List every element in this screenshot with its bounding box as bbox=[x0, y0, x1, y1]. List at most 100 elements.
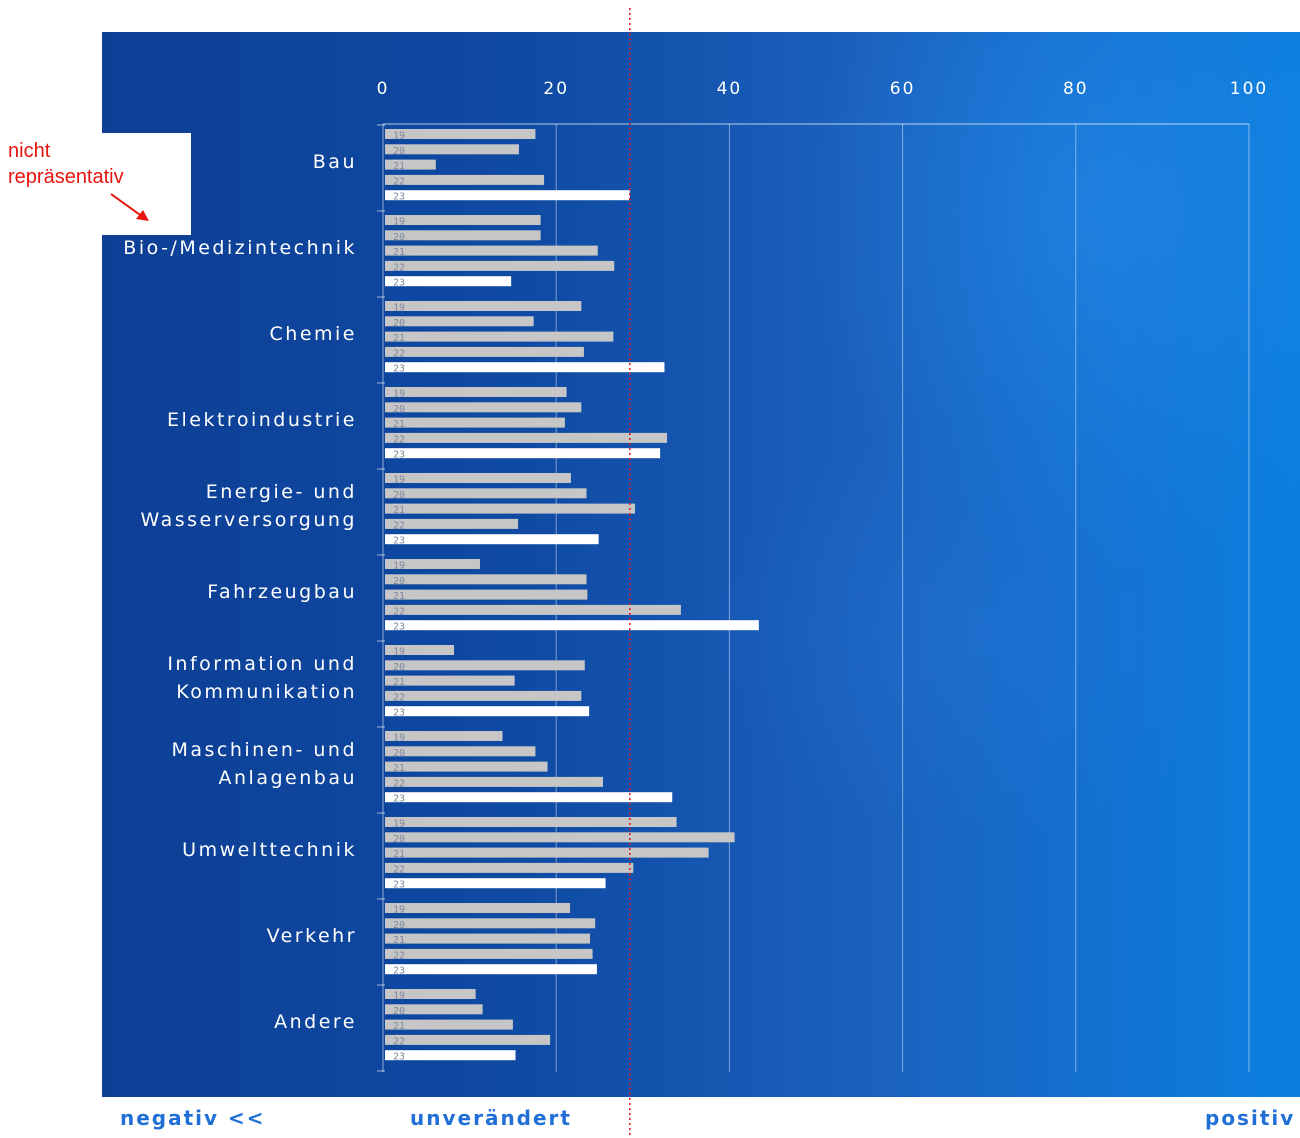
year-label: 20 bbox=[393, 662, 405, 673]
year-label: 21 bbox=[393, 247, 405, 258]
bar-10-21 bbox=[385, 1019, 513, 1030]
year-label: 21 bbox=[393, 763, 405, 774]
bar-5-22 bbox=[385, 604, 681, 615]
bar-9-23 bbox=[385, 964, 597, 975]
neutral-label: unverändert bbox=[410, 1106, 572, 1130]
bar-1-22 bbox=[385, 260, 615, 271]
year-label: 19 bbox=[393, 733, 405, 744]
year-label: 21 bbox=[393, 505, 405, 516]
year-label: 21 bbox=[393, 849, 405, 860]
year-label: 23 bbox=[393, 364, 405, 375]
year-label: 23 bbox=[393, 622, 405, 633]
bar-8-19 bbox=[385, 817, 677, 827]
year-label: 23 bbox=[393, 794, 405, 805]
year-label: 19 bbox=[393, 819, 405, 830]
year-label: 22 bbox=[393, 864, 405, 875]
bar-3-19 bbox=[385, 387, 567, 397]
bar-3-23 bbox=[385, 448, 661, 459]
x-tick-label-0: 0 bbox=[377, 79, 390, 99]
year-label: 21 bbox=[393, 333, 405, 344]
year-label: 20 bbox=[393, 920, 405, 931]
year-label: 22 bbox=[393, 434, 405, 445]
bar-7-21 bbox=[385, 761, 548, 772]
year-label: 20 bbox=[393, 404, 405, 415]
bar-6-23 bbox=[385, 706, 590, 717]
x-tick-label-20: 20 bbox=[543, 79, 569, 99]
x-tick-label-80: 80 bbox=[1063, 79, 1089, 99]
bar-6-21 bbox=[385, 675, 515, 686]
bar-7-19 bbox=[385, 731, 503, 741]
year-label: 23 bbox=[393, 966, 405, 977]
bar-8-21 bbox=[385, 847, 709, 858]
bar-4-23 bbox=[385, 534, 599, 545]
year-label: 20 bbox=[393, 1006, 405, 1017]
bar-3-22 bbox=[385, 432, 668, 443]
bar-4-20 bbox=[385, 488, 587, 499]
annotation-text: nicht repräsentativ bbox=[8, 140, 124, 188]
year-label: 23 bbox=[393, 536, 405, 547]
bar-6-19 bbox=[385, 645, 455, 655]
bar-10-19 bbox=[385, 989, 476, 999]
bar-2-23 bbox=[385, 362, 665, 373]
positive-label: positiv bbox=[1205, 1106, 1296, 1130]
category-label: Bau bbox=[312, 151, 357, 173]
category-label: Energie- und Wasserversorgung bbox=[140, 481, 357, 531]
annotation-arrow-icon bbox=[110, 193, 149, 221]
year-label: 21 bbox=[393, 419, 405, 430]
category-label: Fahrzeugbau bbox=[207, 581, 357, 603]
year-label: 19 bbox=[393, 905, 405, 916]
bar-0-21 bbox=[385, 159, 436, 170]
year-label: 21 bbox=[393, 677, 405, 688]
bar-0-19 bbox=[385, 129, 536, 139]
bar-0-23 bbox=[385, 190, 630, 201]
year-label: 23 bbox=[393, 708, 405, 719]
bar-3-20 bbox=[385, 402, 582, 413]
bar-7-20 bbox=[385, 746, 536, 757]
category-label: Maschinen- und Anlagenbau bbox=[171, 739, 357, 789]
bar-chart: 0 20 40 60 80 100 19 20 21 22 23 19 20 21 22 23 19 20 21 22… bbox=[377, 79, 1266, 1072]
year-label: 20 bbox=[393, 748, 405, 759]
bar-7-22 bbox=[385, 776, 603, 787]
bar-6-20 bbox=[385, 660, 585, 671]
bar-5-19 bbox=[385, 559, 480, 569]
bar-1-23 bbox=[385, 276, 512, 287]
bar-4-21 bbox=[385, 503, 636, 514]
bar-9-19 bbox=[385, 903, 571, 913]
bar-3-21 bbox=[385, 417, 565, 428]
bar-1-19 bbox=[385, 215, 541, 225]
category-label: Elektroindustrie bbox=[167, 409, 357, 431]
year-label: 19 bbox=[393, 389, 405, 400]
bar-0-20 bbox=[385, 144, 519, 155]
bar-4-22 bbox=[385, 518, 519, 529]
bar-10-20 bbox=[385, 1004, 483, 1015]
year-label: 19 bbox=[393, 217, 405, 228]
bar-2-22 bbox=[385, 346, 584, 357]
year-label: 22 bbox=[393, 606, 405, 617]
year-label: 20 bbox=[393, 232, 405, 243]
category-label: Chemie bbox=[269, 323, 357, 345]
category-label: Andere bbox=[274, 1011, 357, 1033]
bar-10-22 bbox=[385, 1034, 551, 1045]
year-label: 19 bbox=[393, 131, 405, 142]
year-label: 20 bbox=[393, 576, 405, 587]
bar-9-22 bbox=[385, 948, 593, 959]
year-label: 20 bbox=[393, 834, 405, 845]
bar-10-23 bbox=[385, 1050, 516, 1061]
bar-0-22 bbox=[385, 174, 545, 185]
bar-2-19 bbox=[385, 301, 582, 311]
bar-8-23 bbox=[385, 878, 606, 889]
year-label: 19 bbox=[393, 561, 405, 572]
bar-6-22 bbox=[385, 690, 582, 701]
category-label: Bio-/Medizintechnik bbox=[123, 237, 357, 259]
year-label: 19 bbox=[393, 475, 405, 486]
bar-2-21 bbox=[385, 331, 614, 342]
annotation-box bbox=[0, 133, 191, 235]
year-label: 23 bbox=[393, 880, 405, 891]
year-label: 21 bbox=[393, 1021, 405, 1032]
bar-1-21 bbox=[385, 245, 598, 256]
x-tick-label-60: 60 bbox=[890, 79, 916, 99]
year-label: 22 bbox=[393, 778, 405, 789]
year-label: 22 bbox=[393, 1036, 405, 1047]
year-label: 22 bbox=[393, 520, 405, 531]
bar-1-20 bbox=[385, 230, 541, 241]
